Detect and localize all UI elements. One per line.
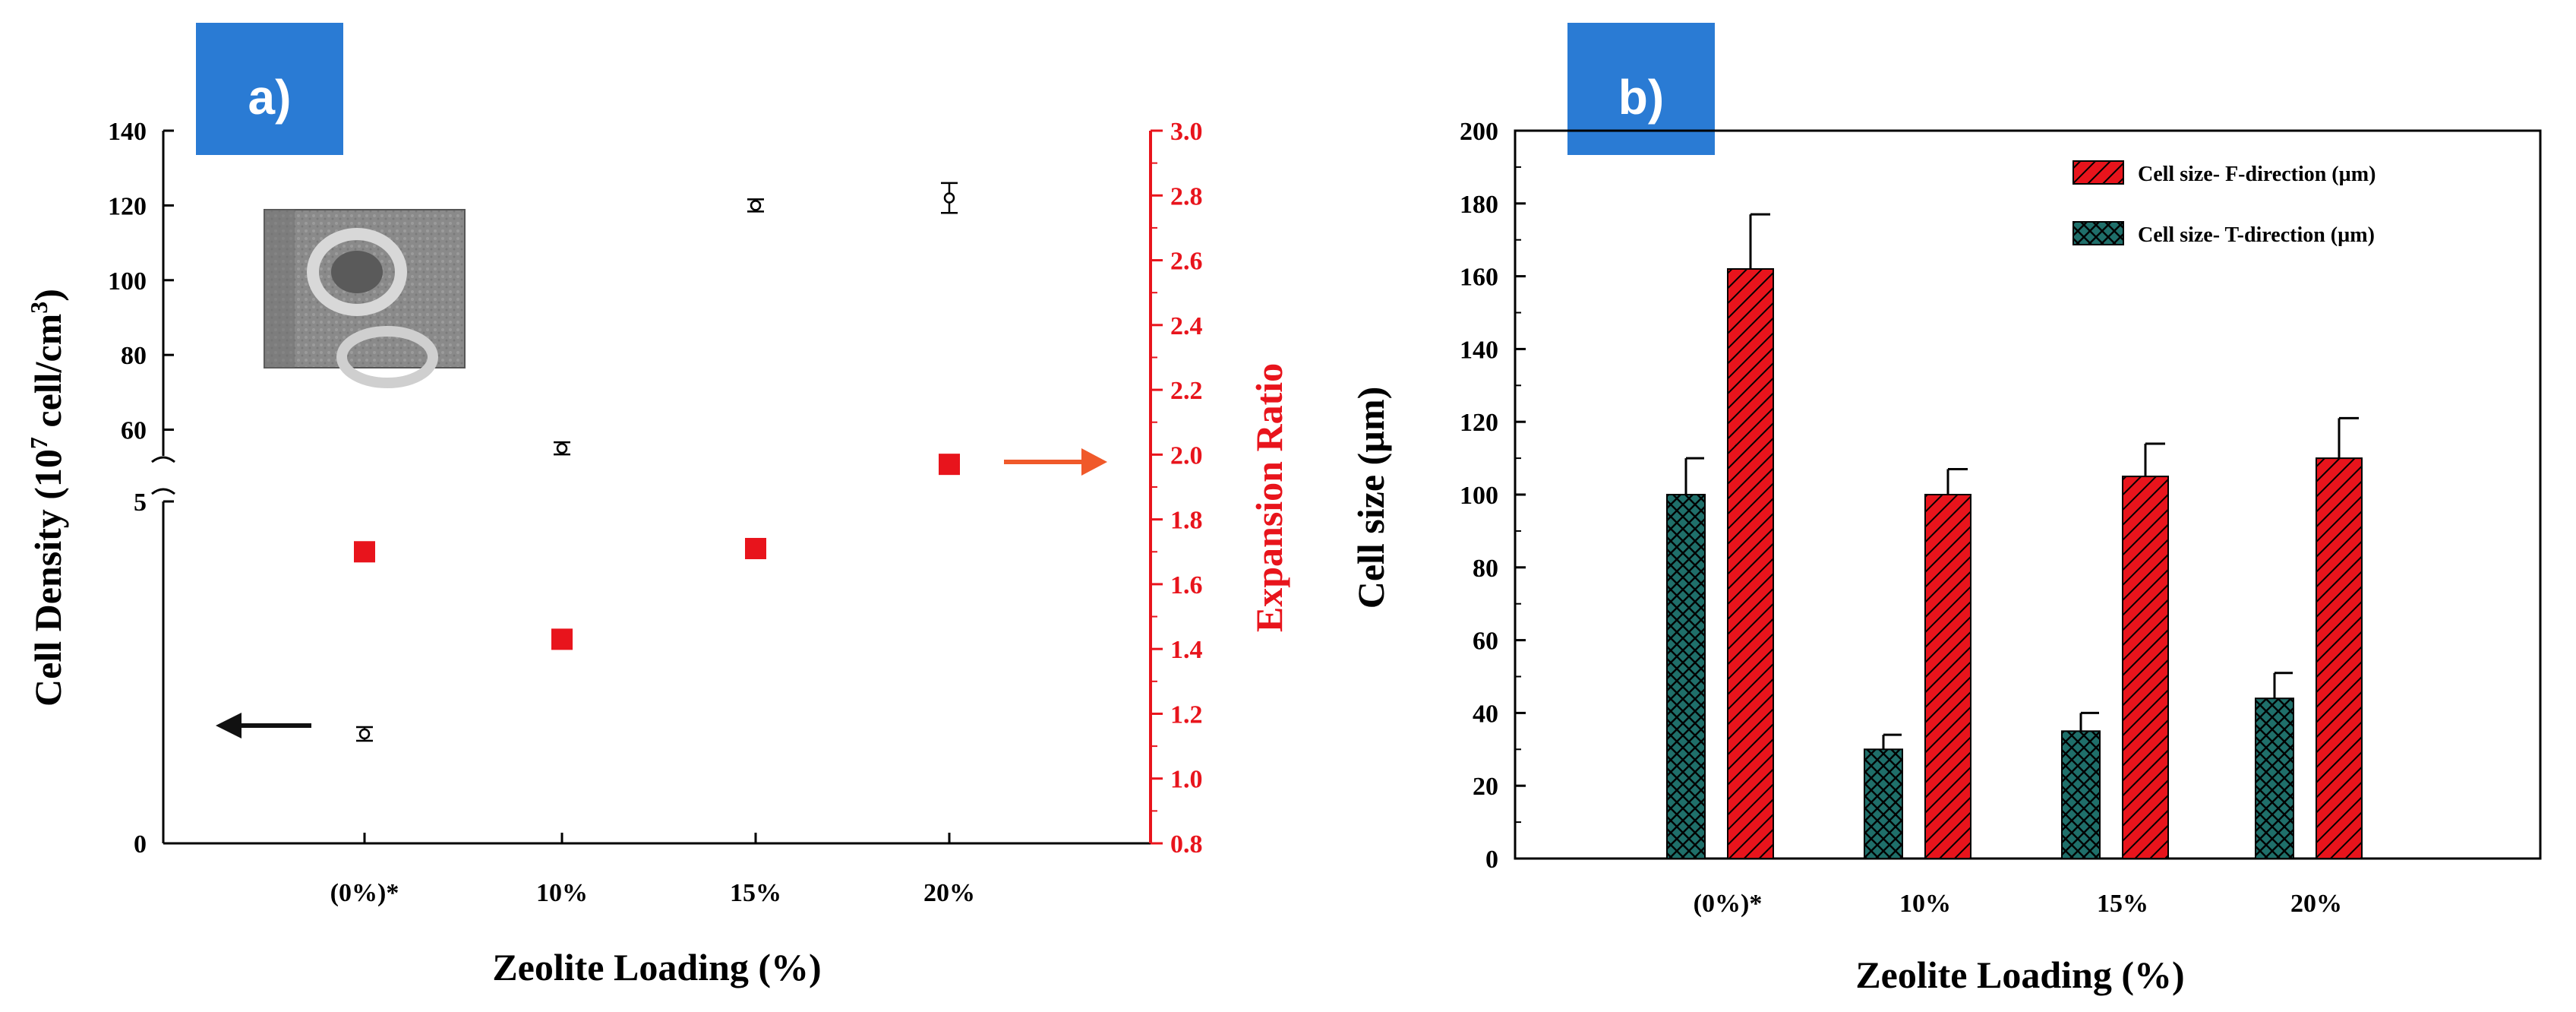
panel-a-badge bbox=[196, 23, 343, 155]
panel-a-left-arrow bbox=[216, 713, 311, 738]
panel-b-y-label: Cell size (µm) bbox=[1350, 387, 1392, 609]
expansion-point-20 bbox=[939, 454, 960, 476]
right-tick-label-3.0: 3.0 bbox=[1170, 118, 1203, 146]
b-y-tick-label-80: 80 bbox=[1473, 555, 1498, 583]
right-tick-label-1.6: 1.6 bbox=[1170, 571, 1203, 599]
b-y-tick-label-0: 0 bbox=[1485, 846, 1498, 874]
panel-b-bars bbox=[1666, 213, 2363, 859]
b-x-tick-label-0: (0%)* bbox=[1694, 890, 1763, 918]
left-tick-label-80: 80 bbox=[121, 342, 147, 370]
b-x-tick-label-20: 20% bbox=[2290, 890, 2342, 918]
density-point-10 bbox=[556, 442, 568, 454]
b-x-tick-label-10: 10% bbox=[1899, 890, 1951, 918]
bar-t-direction-20 bbox=[2255, 697, 2294, 859]
right-tick-label-2.4: 2.4 bbox=[1170, 312, 1203, 340]
panel-b-legend: Cell size- F-direction (µm) Cell size- T… bbox=[2072, 160, 2376, 247]
bar-t-direction-15 bbox=[2061, 730, 2101, 859]
panel-a-axis-break-icon bbox=[151, 456, 175, 495]
density-point-20 bbox=[943, 192, 955, 204]
panel-a-y-label-right: Expansion Ratio bbox=[1248, 363, 1290, 632]
density-point-0 bbox=[358, 728, 371, 740]
density-point-15 bbox=[750, 200, 762, 211]
panel-a-points bbox=[354, 182, 960, 742]
left-tick-label-60: 60 bbox=[121, 417, 147, 445]
b-y-tick-label-140: 140 bbox=[1460, 336, 1498, 364]
panel-a-sem-inset bbox=[264, 209, 466, 388]
bar-t-direction-0 bbox=[1666, 494, 1706, 859]
bar-f-direction-0 bbox=[1727, 268, 1774, 859]
right-tick-label-2.0: 2.0 bbox=[1170, 441, 1203, 470]
panel-a-y-label-left: Cell Density (107 cell/cm3) bbox=[25, 289, 69, 707]
panel-a: a) 0 5 60 80 100 120 140 0.8 1.0 1.2 1.4 1.6 1.8 2.0… bbox=[25, 23, 1290, 988]
panel-b-label: b) bbox=[1618, 70, 1664, 125]
panel-a-right-arrow bbox=[1004, 448, 1107, 476]
left-tick-label-0: 0 bbox=[134, 830, 147, 859]
panel-a-y-label-exponent-1: 7 bbox=[25, 437, 52, 449]
panel-b-badge bbox=[1567, 23, 1715, 155]
right-tick-label-1.0: 1.0 bbox=[1170, 766, 1203, 794]
legend-swatch-f-direction bbox=[2072, 160, 2124, 185]
b-y-tick-label-180: 180 bbox=[1460, 191, 1498, 219]
legend-swatch-t-direction bbox=[2072, 221, 2124, 245]
b-y-tick-label-200: 200 bbox=[1460, 118, 1498, 146]
panel-b-x-label: Zeolite Loading (%) bbox=[1855, 953, 2184, 996]
panel-b-x-ticks: (0%)* 10% 15% 20% bbox=[1694, 890, 2342, 918]
a-x-tick-label-10: 10% bbox=[536, 879, 588, 907]
panel-a-y-label-part-1: Cell Density (10 bbox=[27, 449, 69, 707]
expansion-point-15 bbox=[745, 538, 766, 560]
panel-a-label: a) bbox=[248, 70, 292, 125]
b-y-tick-label-160: 160 bbox=[1460, 264, 1498, 292]
a-x-tick-label-0: (0%)* bbox=[330, 879, 399, 907]
panel-a-right-ticks: 0.8 1.0 1.2 1.4 1.6 1.8 2.0 2.2 2.4 2.6 2.8 3.0 bbox=[1151, 118, 1203, 859]
expansion-point-10 bbox=[551, 628, 573, 650]
panel-b-y-ticks: 0 20 40 60 80 100 120 140 160 180 200 bbox=[1460, 118, 1526, 874]
panel-a-axis-break-gap bbox=[152, 456, 175, 501]
panel-a-y-label-part-2: cell/cm bbox=[27, 314, 69, 437]
expansion-point-0 bbox=[354, 541, 375, 563]
b-y-tick-label-60: 60 bbox=[1473, 628, 1498, 656]
a-x-tick-label-15: 15% bbox=[730, 879, 781, 907]
panel-a-y-label-part-3: ) bbox=[27, 289, 69, 302]
right-tick-label-2.6: 2.6 bbox=[1170, 248, 1203, 276]
b-x-tick-label-15: 15% bbox=[2097, 890, 2148, 918]
left-tick-label-120: 120 bbox=[108, 192, 147, 220]
right-tick-label-2.2: 2.2 bbox=[1170, 377, 1203, 405]
right-tick-label-1.4: 1.4 bbox=[1170, 636, 1203, 664]
right-tick-label-1.8: 1.8 bbox=[1170, 507, 1203, 535]
right-tick-label-1.2: 1.2 bbox=[1170, 700, 1203, 729]
panel-a-y-label-exponent-2: 3 bbox=[25, 302, 52, 314]
legend-label-t-direction: Cell size- T-direction (µm) bbox=[2138, 223, 2375, 247]
b-y-tick-label-20: 20 bbox=[1473, 773, 1498, 801]
a-x-tick-label-20: 20% bbox=[923, 879, 975, 907]
panel-a-x-ticks: (0%)* 10% 15% 20% bbox=[330, 833, 975, 907]
b-y-tick-label-40: 40 bbox=[1473, 700, 1498, 728]
right-tick-label-2.8: 2.8 bbox=[1170, 182, 1203, 210]
panel-b: b) 0 20 40 60 80 100 120 140 160 180 200 (0%)* 10% 1… bbox=[1350, 23, 2542, 996]
panel-a-left-ticks: 0 5 60 80 100 120 140 bbox=[108, 118, 174, 859]
bar-t-direction-10 bbox=[1864, 748, 1903, 859]
bar-f-direction-20 bbox=[2316, 457, 2363, 859]
panel-a-x-label: Zeolite Loading (%) bbox=[492, 946, 821, 988]
left-tick-label-5: 5 bbox=[134, 489, 147, 517]
left-tick-label-140: 140 bbox=[108, 118, 147, 146]
b-y-tick-label-120: 120 bbox=[1460, 409, 1498, 437]
legend-label-f-direction: Cell size- F-direction (µm) bbox=[2138, 163, 2376, 186]
bar-f-direction-15 bbox=[2122, 476, 2169, 859]
left-tick-label-100: 100 bbox=[108, 267, 147, 296]
bar-f-direction-10 bbox=[1924, 494, 1971, 859]
b-y-tick-label-100: 100 bbox=[1460, 482, 1498, 510]
right-tick-label-0.8: 0.8 bbox=[1170, 830, 1203, 859]
